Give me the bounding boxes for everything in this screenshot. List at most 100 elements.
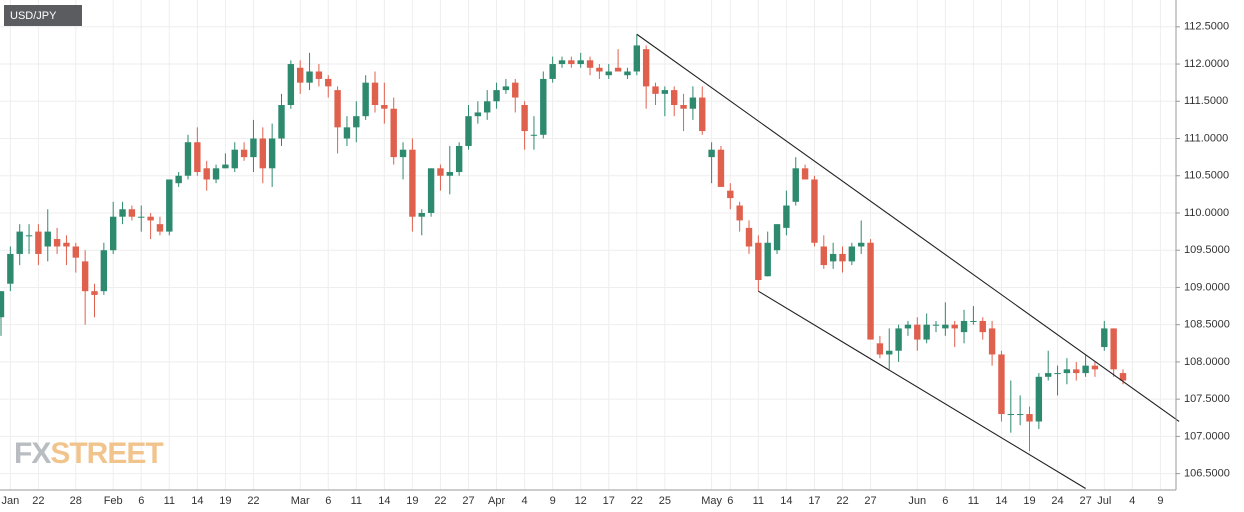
candle-body bbox=[138, 216, 145, 218]
y-tick-label: 110.0000 bbox=[1184, 207, 1229, 219]
x-tick-label: 19 bbox=[1023, 495, 1035, 507]
candle-body bbox=[717, 149, 725, 187]
y-tick-label: 108.5000 bbox=[1184, 319, 1230, 331]
candle-body bbox=[63, 242, 70, 247]
x-tick-label: 27 bbox=[462, 495, 474, 507]
candle-body bbox=[764, 242, 771, 277]
x-tick-label: 28 bbox=[70, 495, 82, 507]
candle-body bbox=[493, 90, 500, 102]
candle-body bbox=[353, 116, 360, 128]
candle-body bbox=[156, 224, 164, 232]
candle-body bbox=[867, 242, 874, 340]
candle-body bbox=[203, 168, 210, 180]
y-tick-label: 111.5000 bbox=[1184, 95, 1228, 107]
candle-body bbox=[381, 105, 388, 109]
candle-body bbox=[72, 246, 79, 258]
candle-body bbox=[614, 67, 622, 72]
candle-body bbox=[652, 86, 659, 94]
candle-body bbox=[558, 60, 566, 65]
x-tick-label: Jan bbox=[1, 495, 19, 507]
y-tick-label: 112.5000 bbox=[1184, 21, 1229, 33]
candle-body bbox=[25, 235, 33, 237]
x-tick-label: 11 bbox=[968, 495, 979, 507]
x-tick-label: 17 bbox=[808, 495, 820, 507]
candle-body bbox=[100, 250, 108, 292]
candle-body bbox=[297, 67, 304, 83]
candle-body bbox=[35, 231, 42, 254]
candle-body bbox=[240, 149, 248, 158]
candle-body bbox=[596, 67, 603, 72]
candle-body bbox=[250, 138, 257, 158]
x-tick-label: 14 bbox=[191, 495, 203, 507]
candle-body bbox=[1035, 376, 1043, 422]
candle-body bbox=[325, 78, 332, 87]
candle-body bbox=[932, 324, 940, 326]
candle-body bbox=[91, 291, 98, 295]
candle-body bbox=[1091, 365, 1099, 370]
candle-body bbox=[437, 168, 444, 176]
candle-body bbox=[306, 71, 313, 83]
x-tick-label: 14 bbox=[995, 495, 1007, 507]
candle-body bbox=[876, 343, 884, 355]
x-tick-label: 11 bbox=[164, 495, 175, 507]
candle-body bbox=[194, 142, 201, 173]
candle-body bbox=[801, 168, 809, 180]
candle-body bbox=[362, 82, 369, 117]
candle-body bbox=[446, 172, 453, 176]
candle-body bbox=[1063, 369, 1071, 374]
x-tick-label: 11 bbox=[753, 495, 764, 507]
y-tick-label: 109.5000 bbox=[1184, 244, 1230, 256]
x-tick-label: 27 bbox=[864, 495, 876, 507]
candle-body bbox=[231, 149, 238, 169]
candle-body bbox=[1045, 373, 1052, 377]
y-tick-label: 106.5000 bbox=[1184, 468, 1230, 480]
candle-body bbox=[727, 190, 734, 199]
candle-body bbox=[671, 90, 678, 105]
x-tick-label: 4 bbox=[1129, 495, 1135, 507]
candle-body bbox=[343, 127, 351, 139]
candle-body bbox=[0, 291, 5, 318]
candle-body bbox=[708, 149, 715, 158]
candle-body bbox=[680, 105, 687, 109]
x-tick-label: 6 bbox=[138, 495, 144, 507]
candle-body bbox=[1026, 414, 1033, 422]
candle-body bbox=[979, 320, 986, 333]
candle-body bbox=[278, 105, 285, 139]
candle-body bbox=[1007, 414, 1014, 416]
candle-body bbox=[624, 71, 631, 76]
x-tick-label: 6 bbox=[325, 495, 331, 507]
candle-body bbox=[886, 350, 893, 355]
trend-line bbox=[758, 290, 1086, 489]
x-tick-label: 6 bbox=[942, 495, 948, 507]
candle-body bbox=[287, 64, 295, 105]
candle-body bbox=[147, 216, 154, 221]
candle-body bbox=[914, 324, 921, 340]
candle-body bbox=[184, 142, 192, 176]
x-tick-label: 17 bbox=[603, 495, 615, 507]
candle-body bbox=[792, 168, 799, 202]
x-tick-label: 9 bbox=[1157, 495, 1163, 507]
candle-body bbox=[699, 97, 706, 132]
candle-body bbox=[951, 324, 958, 329]
candle-body bbox=[128, 209, 136, 217]
x-tick-label: 27 bbox=[1079, 495, 1091, 507]
candle-body bbox=[577, 60, 584, 65]
candle-body bbox=[7, 253, 14, 284]
candle-body bbox=[1119, 373, 1127, 381]
candle-body bbox=[755, 242, 762, 280]
trend-line bbox=[636, 33, 1180, 422]
x-tick-label: 14 bbox=[780, 495, 792, 507]
candle-body bbox=[315, 71, 323, 79]
candle-body bbox=[642, 49, 650, 87]
candle-body bbox=[166, 179, 173, 232]
candle-body bbox=[259, 138, 266, 169]
candle-body bbox=[81, 261, 89, 292]
x-tick-label: 22 bbox=[836, 495, 848, 507]
plot bbox=[0, 33, 1180, 489]
x-tick-label: Apr bbox=[488, 495, 505, 507]
candle-body bbox=[549, 64, 556, 79]
candle-body bbox=[811, 179, 818, 243]
x-tick-label: 14 bbox=[378, 495, 390, 507]
candle-body bbox=[512, 82, 519, 98]
